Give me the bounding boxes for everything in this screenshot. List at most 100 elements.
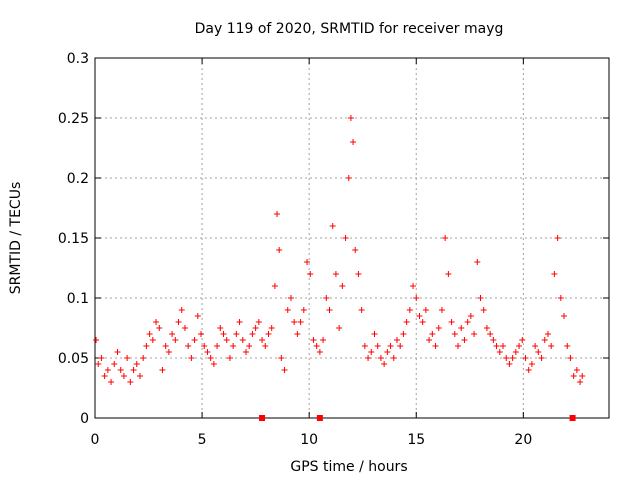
data-point (557, 295, 564, 301)
data-point (281, 367, 288, 373)
y-tick-label: 0.25 (58, 111, 89, 127)
data-point (538, 355, 545, 361)
data-point (374, 343, 381, 349)
data-point (300, 307, 307, 313)
data-point (178, 307, 185, 313)
data-point (358, 307, 365, 313)
data-point (274, 211, 281, 217)
data-point (419, 319, 426, 325)
data-point (471, 331, 478, 337)
data-point (458, 325, 465, 331)
data-point (323, 295, 330, 301)
y-tick-label: 0.1 (67, 291, 89, 307)
data-point (416, 313, 423, 319)
data-point (467, 313, 474, 319)
data-point (432, 343, 439, 349)
data-point (242, 349, 249, 355)
data-point (111, 361, 118, 367)
data-point (493, 343, 500, 349)
data-point (153, 319, 160, 325)
y-axis-label: SRMTID / TECUs (8, 182, 24, 295)
data-point (249, 331, 256, 337)
data-point (435, 325, 442, 331)
data-point (345, 175, 352, 181)
data-point (265, 331, 272, 337)
data-point (480, 307, 487, 313)
x-tick-label: 5 (198, 432, 207, 448)
data-point (226, 355, 233, 361)
data-point (393, 337, 400, 343)
data-point (181, 325, 188, 331)
x-axis-ticks: 0 5 10 15 20 (91, 58, 532, 448)
data-point (143, 343, 150, 349)
data-point (159, 367, 166, 373)
data-point (320, 337, 327, 343)
data-point (127, 379, 134, 385)
data-point (570, 373, 577, 379)
data-point (223, 337, 230, 343)
data-point (503, 355, 510, 361)
data-point (114, 349, 121, 355)
data-point (350, 139, 357, 145)
data-point (496, 349, 503, 355)
data-point (271, 283, 278, 289)
data-point (579, 373, 586, 379)
data-point (108, 379, 115, 385)
y-axis-ticks: 0 0.05 0.1 0.15 0.2 0.25 0.3 (58, 51, 609, 427)
axis-marker (259, 415, 266, 421)
data-point (361, 343, 368, 349)
x-tick-label: 0 (91, 432, 100, 448)
axis-markers (259, 415, 576, 421)
data-point (516, 343, 523, 349)
data-point (490, 337, 497, 343)
data-point (438, 307, 445, 313)
data-point (284, 307, 291, 313)
data-point (313, 343, 320, 349)
data-point (577, 379, 584, 385)
data-point (220, 331, 227, 337)
data-point (445, 271, 452, 277)
data-point (535, 349, 542, 355)
data-point (519, 337, 526, 343)
data-point (561, 313, 568, 319)
data-point (259, 337, 266, 343)
data-point (185, 343, 192, 349)
data-point (268, 325, 275, 331)
data-point (365, 355, 372, 361)
data-point (146, 331, 153, 337)
data-point (307, 271, 314, 277)
data-point (525, 367, 532, 373)
data-point (413, 295, 420, 301)
data-point (117, 367, 124, 373)
data-point (352, 247, 359, 253)
y-tick-label: 0.05 (58, 351, 89, 367)
data-point (194, 313, 201, 319)
data-point (403, 319, 410, 325)
data-point (448, 319, 455, 325)
data-point (461, 337, 468, 343)
data-point (464, 319, 471, 325)
data-point (397, 343, 404, 349)
data-point (509, 355, 516, 361)
data-point (210, 361, 217, 367)
data-point (294, 331, 301, 337)
data-point (422, 307, 429, 313)
data-point (381, 361, 388, 367)
data-point (390, 355, 397, 361)
x-tick-label: 15 (407, 432, 425, 448)
data-point (239, 337, 246, 343)
data-point (400, 331, 407, 337)
data-point (246, 343, 253, 349)
data-point (512, 349, 519, 355)
data-point (368, 349, 375, 355)
data-point (474, 259, 481, 265)
data-point (287, 295, 294, 301)
data-point (104, 367, 111, 373)
data-point (310, 337, 317, 343)
data-point (329, 223, 336, 229)
data-point (207, 355, 214, 361)
data-point (124, 355, 131, 361)
axis-marker (316, 415, 323, 421)
y-tick-label: 0.3 (67, 51, 89, 67)
x-axis-label: GPS time / hours (290, 459, 407, 475)
